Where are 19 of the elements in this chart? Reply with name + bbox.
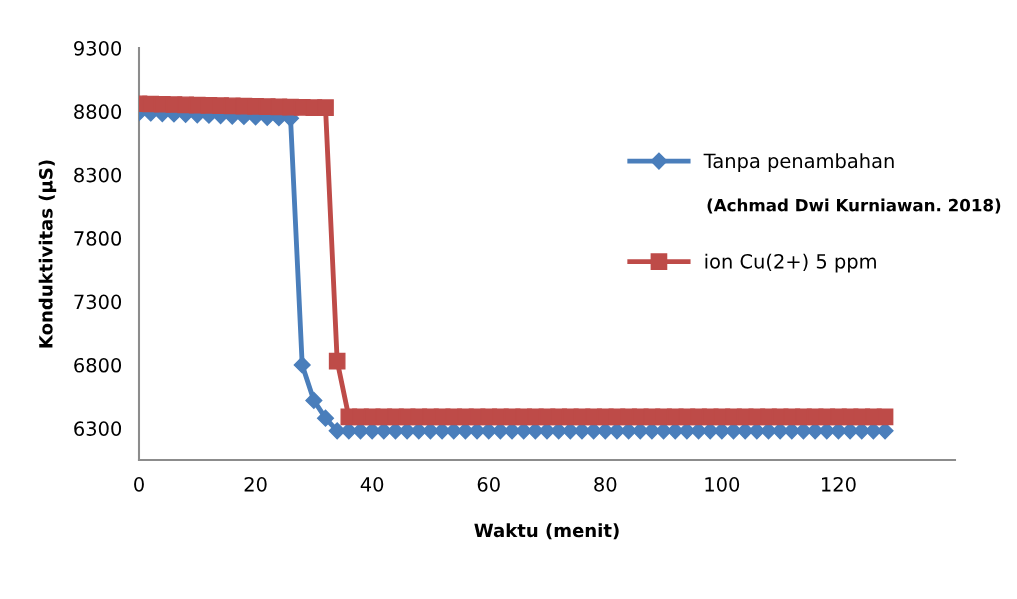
- y-tick-label: 7800: [74, 231, 122, 246]
- x-tick-label: 40: [360, 477, 384, 492]
- x-tick-label: 100: [705, 477, 740, 492]
- x-tick-label: 20: [244, 477, 267, 492]
- y-tick-label: 6300: [74, 421, 122, 436]
- y-axis-title: Konduktivitas (µS): [38, 160, 57, 348]
- x-tick-label: 0: [134, 477, 144, 492]
- x-tick-label: 60: [477, 477, 500, 492]
- legend-label: Tanpa penambahan: [703, 153, 894, 172]
- x-tick-label: 120: [822, 477, 856, 492]
- annotation: (Achmad Dwi Kurniawan. 2018): [707, 198, 1001, 214]
- y-tick-label: 8300: [74, 167, 122, 183]
- x-tick-label: 80: [594, 477, 617, 492]
- y-tick-label: 8800: [74, 104, 122, 120]
- y-tick-label: 6800: [74, 357, 122, 373]
- y-tick-label: 9300: [74, 40, 122, 56]
- legend-label: ion Cu(2+) 5 ppm: [705, 253, 876, 273]
- y-tick-label: 7300: [74, 294, 122, 310]
- x-axis-title: Waktu (menit): [474, 523, 619, 540]
